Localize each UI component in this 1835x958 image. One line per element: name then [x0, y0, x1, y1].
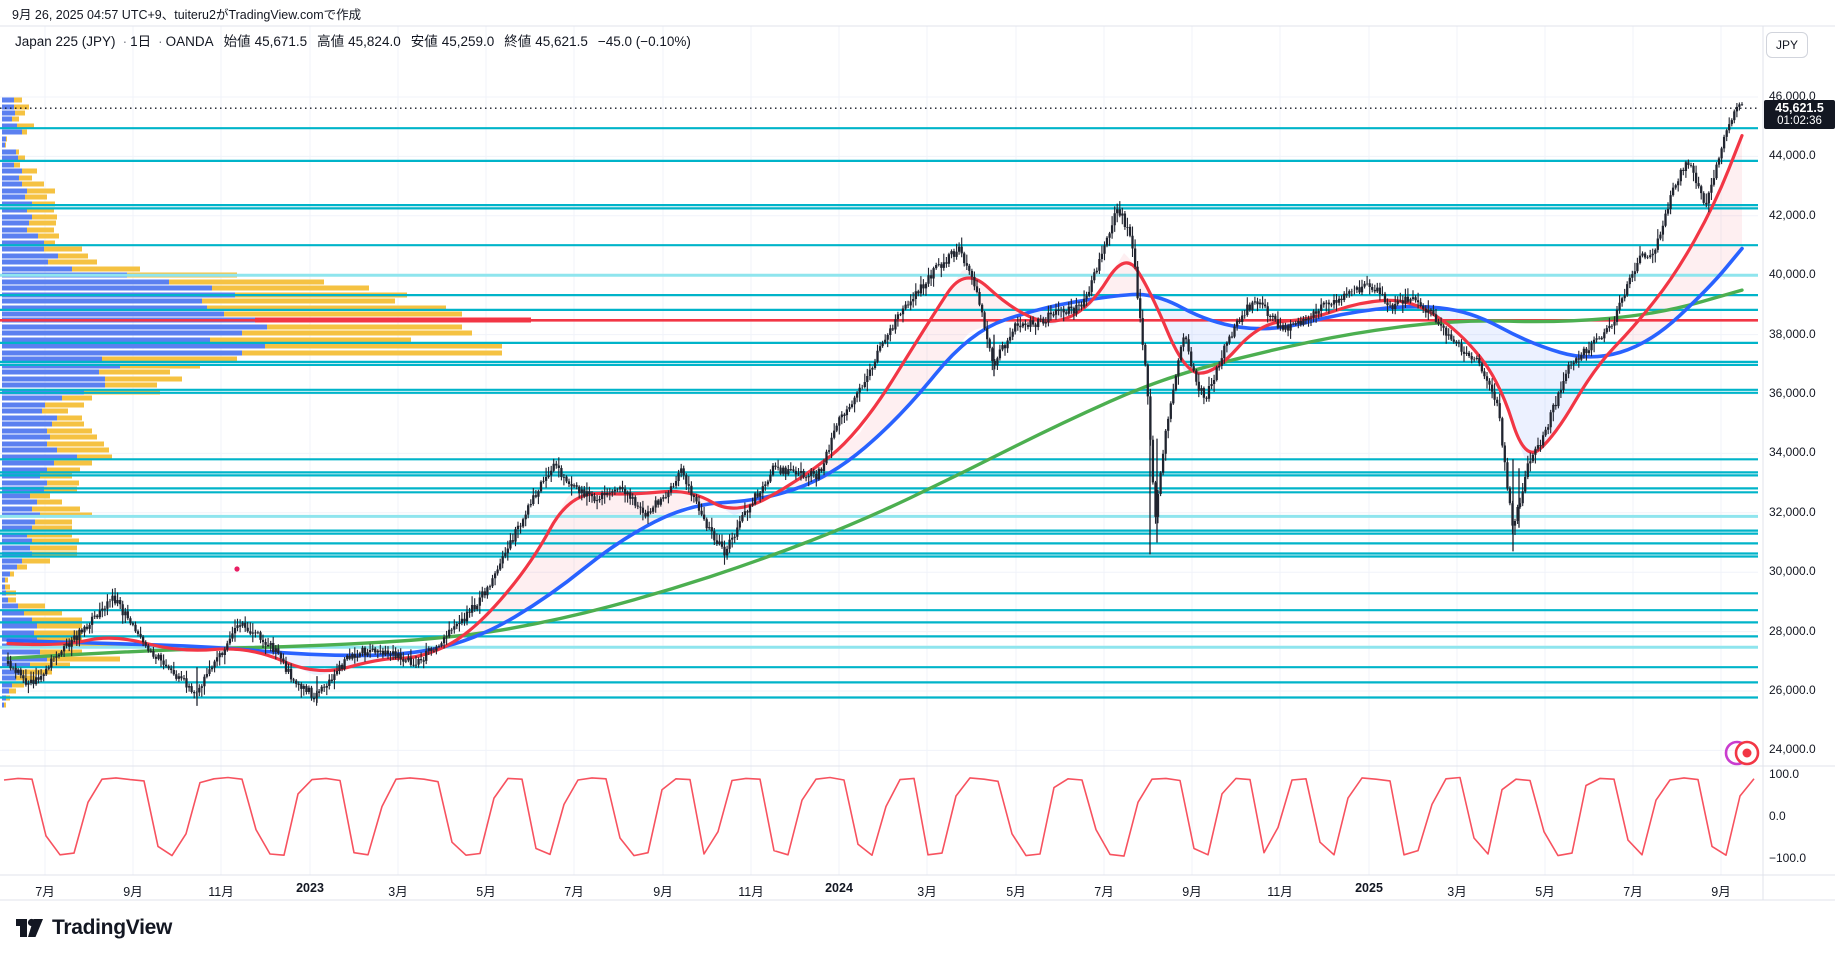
- change-value: −45.0 (−0.10%): [597, 34, 691, 49]
- price-axis-label: 32,000.0: [1769, 504, 1816, 519]
- price-axis-label: 42,000.0: [1769, 207, 1816, 222]
- price-axis-label: 26,000.0: [1769, 683, 1816, 697]
- current-price-badge: 45,621.5 01:02:36: [1764, 100, 1835, 129]
- price-axis-label: 24,000.0: [1769, 742, 1816, 757]
- open-value: 45,671.5: [254, 34, 308, 49]
- oscillator-axis-label: 0.0: [1769, 809, 1786, 823]
- current-price-value: 45,621.5: [1775, 101, 1824, 115]
- time-axis-label: 5月: [1006, 885, 1026, 899]
- exchange-name: OANDA: [165, 34, 214, 49]
- time-axis-label: 7月: [35, 885, 55, 899]
- price-axis-label: 46,000.0: [1769, 89, 1816, 103]
- open-label: 始値: [223, 34, 251, 49]
- time-axis-label: 11月: [738, 885, 764, 899]
- time-axis-label: 7月: [1094, 885, 1114, 899]
- oscillator-axis-label: −100.0: [1769, 851, 1807, 865]
- close-value: 45,621.5: [535, 34, 588, 49]
- time-axis-label: 3月: [388, 885, 408, 899]
- time-axis-label: 9月: [1182, 885, 1202, 899]
- price-axis-label: 44,000.0: [1769, 148, 1816, 163]
- symbol-header: Japan 225 (JPY) · 1日 · OANDA 始値 45,671.5 高値 45,8…: [15, 30, 695, 50]
- time-axis-label: 9月: [653, 885, 673, 899]
- time-axis-label: 11月: [208, 885, 234, 899]
- creation-date-line: 9月 26, 2025 04:57 UTC+9、tuiteru2がTrading…: [12, 8, 362, 22]
- time-axis-label: 9月: [123, 885, 143, 899]
- interval-value[interactable]: 1日: [130, 34, 152, 49]
- close-label: 終値: [504, 34, 532, 49]
- price-axis-label: 30,000.0: [1769, 564, 1816, 579]
- time-axis-label: 2025: [1355, 881, 1383, 895]
- price-axis-label: 38,000.0: [1769, 326, 1816, 341]
- oscillator-axis-label: 100.0: [1769, 767, 1800, 781]
- price-axis-label: 40,000.0: [1769, 267, 1816, 282]
- symbol-title[interactable]: Japan 225 (JPY): [15, 34, 116, 49]
- high-label: 高値: [317, 34, 345, 49]
- price-axis-label: 34,000.0: [1769, 445, 1816, 460]
- separator-dot: ·: [158, 34, 163, 49]
- time-axis-label: 2023: [296, 881, 324, 895]
- price-axis-label: 28,000.0: [1769, 623, 1816, 638]
- time-axis-label: 3月: [1447, 885, 1467, 899]
- bar-countdown-timer: 01:02:36: [1777, 115, 1822, 127]
- time-axis-label: 9月: [1711, 885, 1731, 899]
- low-value: 45,259.0: [441, 34, 495, 49]
- time-axis-label: 5月: [1535, 885, 1555, 899]
- time-axis-label: 7月: [1623, 885, 1643, 899]
- high-value: 45,824.0: [348, 34, 401, 49]
- time-axis-label: 5月: [476, 885, 496, 899]
- separator-dot: ·: [122, 34, 128, 49]
- tradingview-logo-icon: [16, 918, 43, 937]
- time-axis-label: 3月: [917, 885, 937, 899]
- tradingview-logo-text: TradingView: [52, 916, 173, 939]
- time-axis-label: 11月: [1267, 885, 1293, 899]
- time-axis-label: 7月: [564, 885, 584, 899]
- time-axis-label: 2024: [825, 881, 853, 895]
- price-axis-label: 36,000.0: [1769, 386, 1816, 400]
- low-label: 安値: [410, 34, 438, 49]
- currency-unit-button[interactable]: JPY: [1766, 32, 1808, 58]
- tradingview-logo[interactable]: TradingView: [14, 914, 172, 942]
